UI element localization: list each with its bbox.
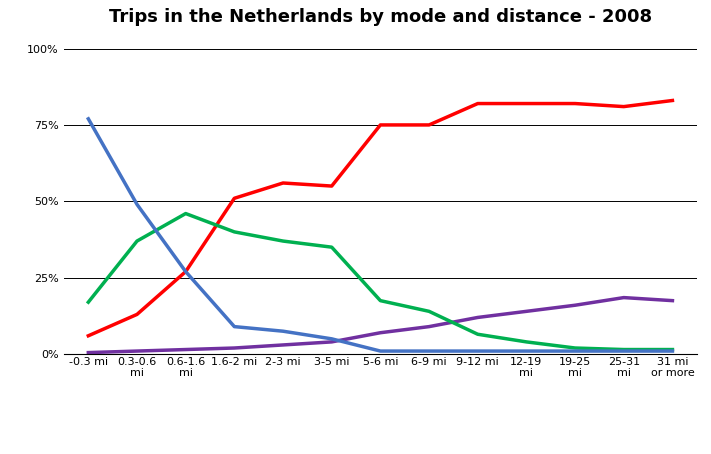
Title: Trips in the Netherlands by mode and distance - 2008: Trips in the Netherlands by mode and dis… xyxy=(109,9,652,26)
Legend: Car, Transit, Bicycle, Walk: Car, Transit, Bicycle, Walk xyxy=(206,451,555,454)
